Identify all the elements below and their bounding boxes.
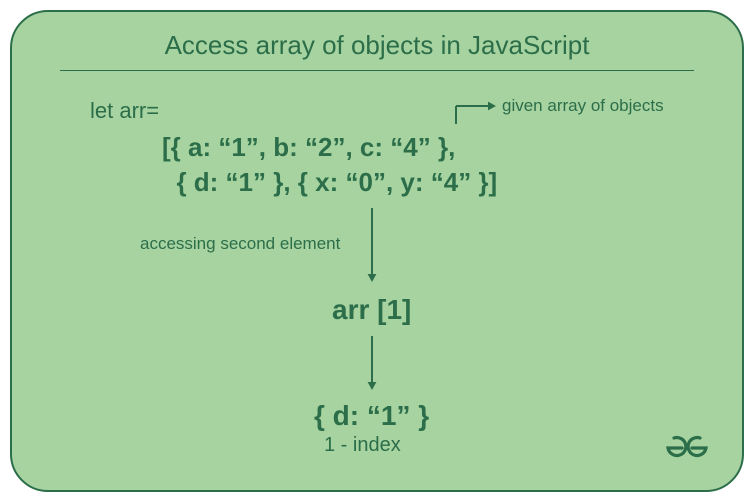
diagram-title: Access array of objects in JavaScript — [12, 12, 742, 61]
accessing-label: accessing second element — [140, 234, 340, 254]
title-underline — [60, 70, 694, 71]
access-expression: arr [1] — [332, 294, 411, 326]
code-line-2: { d: “1” }, { x: “0”, y: “4” }] — [162, 167, 497, 197]
code-line-1: [{ a: “1”, b: “2”, c: “4” }, — [162, 132, 455, 162]
given-array-label: given array of objects — [502, 96, 664, 116]
gfg-logo-icon — [660, 435, 714, 468]
declaration-text: let arr= — [90, 98, 159, 124]
diagram-card: Access array of objects in JavaScript le… — [10, 10, 744, 492]
array-literal: [{ a: “1”, b: “2”, c: “4” }, { d: “1” },… — [162, 130, 497, 200]
result-value: { d: “1” } — [314, 400, 429, 432]
index-label: 1 - index — [324, 434, 401, 457]
